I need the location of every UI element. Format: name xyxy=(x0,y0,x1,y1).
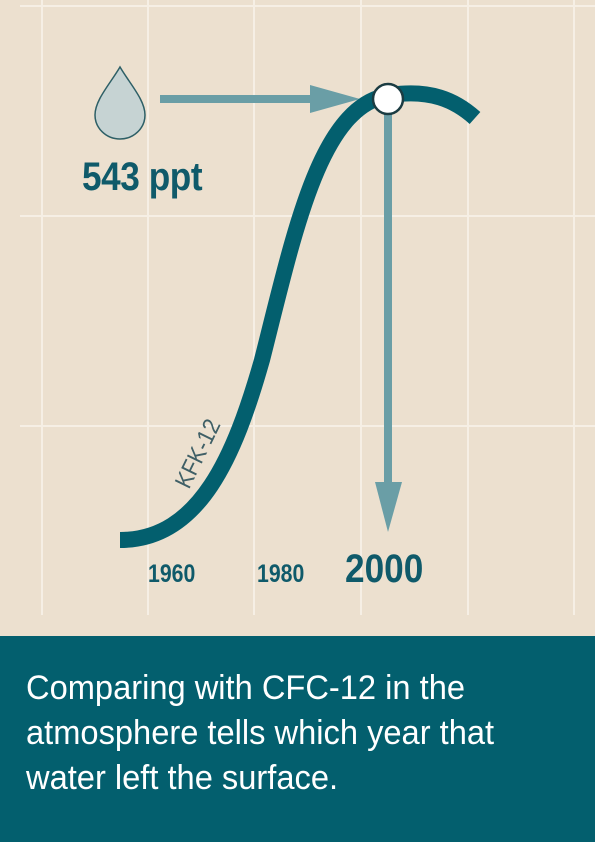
horizontal-arrow xyxy=(160,85,360,113)
diagram-area: 543 ppt KFK-12 1960 1980 2000 xyxy=(20,0,595,615)
intersection-marker xyxy=(371,82,405,116)
cfc-curve xyxy=(119,85,481,548)
value-label: 543 ppt xyxy=(82,155,203,199)
caption-text: Comparing with CFC-12 in the atmosphere … xyxy=(26,669,495,797)
x-tick-1960: 1960 xyxy=(148,560,196,588)
caption-panel: Comparing with CFC-12 in the atmosphere … xyxy=(0,636,595,842)
x-tick-2000-highlight: 2000 xyxy=(345,547,424,591)
x-tick-1980: 1980 xyxy=(257,560,305,588)
diagram-svg xyxy=(20,0,595,615)
water-drop-icon xyxy=(94,65,146,140)
vertical-arrow xyxy=(375,110,402,532)
